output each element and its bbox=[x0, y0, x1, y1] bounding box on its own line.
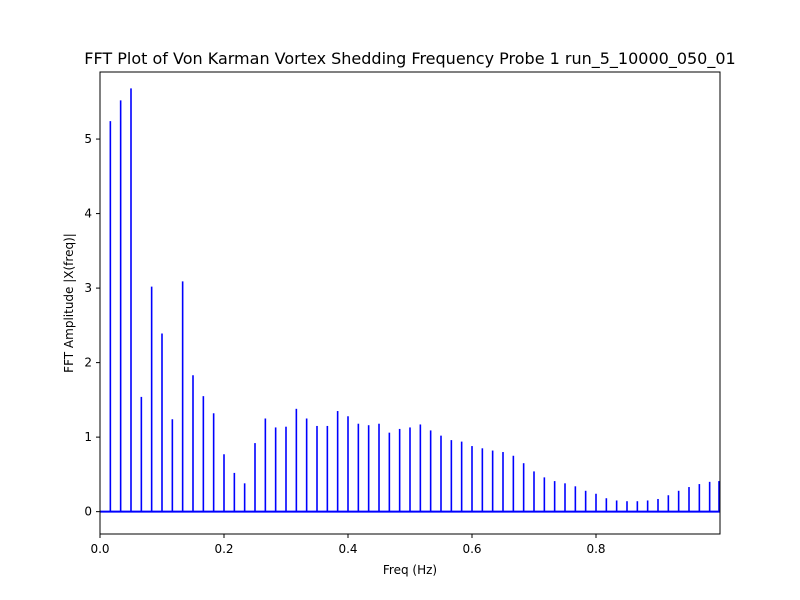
y-tick-label: 4 bbox=[84, 207, 92, 221]
y-tick-label: 0 bbox=[84, 505, 92, 519]
plot-frame bbox=[99, 71, 721, 535]
x-tick-label: 0.0 bbox=[90, 542, 109, 556]
y-axis-label: FFT Amplitude |X(freq)| bbox=[62, 233, 76, 373]
x-axis-ticks: 0.0 0.2 0.4 0.6 0.8 bbox=[90, 534, 606, 556]
y-tick-label: 3 bbox=[84, 281, 92, 295]
y-axis-ticks: 0 1 2 3 4 5 bbox=[84, 132, 100, 519]
y-tick-label: 5 bbox=[84, 132, 92, 146]
chart-title: FFT Plot of Von Karman Vortex Shedding F… bbox=[84, 49, 735, 69]
y-tick-label: 2 bbox=[84, 356, 92, 370]
x-tick-label: 0.8 bbox=[586, 542, 605, 556]
x-tick-label: 0.6 bbox=[462, 542, 481, 556]
x-axis-label: Freq (Hz) bbox=[383, 563, 437, 577]
y-tick-label: 1 bbox=[84, 430, 92, 444]
x-tick-label: 0.4 bbox=[338, 542, 357, 556]
x-tick-label: 0.2 bbox=[214, 542, 233, 556]
stem-series bbox=[100, 88, 720, 513]
